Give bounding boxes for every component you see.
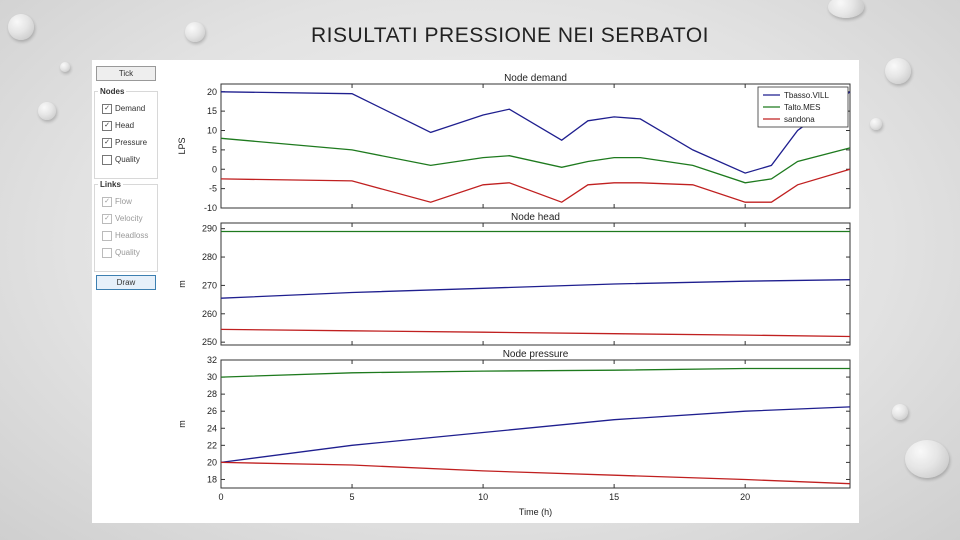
links-quality-checkbox[interactable]: Quality [102,248,140,258]
water-drop-decoration [828,0,864,18]
checkbox-checked-icon: ✓ [102,214,112,224]
y-tick-label: 26 [207,406,217,416]
y-tick-label: 280 [202,252,217,262]
links-group-label: Links [98,180,123,189]
series-line-3 [220,328,851,338]
charts-area: Node demand LPS -10 -5 0 5 10 15 20 Tbasso.VILL Ta… [177,73,851,517]
y-tick-label: 18 [207,474,217,484]
nodes-demand-checkbox[interactable]: ✓ Demand [102,104,145,114]
x-tick-label: 5 [350,492,355,502]
x-axis-label: Time (h) [519,507,552,517]
y-axis-label: LPS [177,137,187,154]
series-line-3 [220,461,851,485]
nodes-head-checkbox[interactable]: ✓ Head [102,121,134,131]
water-drop-decoration [8,14,34,40]
series-line-1 [220,91,851,174]
y-tick-label: 5 [212,145,217,155]
checkbox-checked-icon: ✓ [102,104,112,114]
series-line-1 [220,279,851,299]
draw-button[interactable]: Draw [96,275,156,290]
checkbox-checked-icon: ✓ [102,121,112,131]
legend-label: Tbasso.VILL [784,91,829,100]
y-tick-label: 250 [202,337,217,347]
legend-label: sandona [784,115,815,124]
nodes-pressure-checkbox[interactable]: ✓ Pressure [102,138,147,148]
y-tick-label: 22 [207,440,217,450]
tick-button[interactable]: Tick [96,66,156,81]
x-tick-label: 10 [478,492,488,502]
links-flow-checkbox[interactable]: ✓ Flow [102,197,132,207]
chart-1: Node demand LPS -10 -5 0 5 10 15 20 Tbasso.VILL Ta… [177,73,851,213]
y-tick-label: -10 [204,203,217,213]
water-drop-decoration [185,22,205,42]
y-tick-label: 20 [207,87,217,97]
chart-title: Node pressure [503,349,569,360]
water-drop-decoration [38,102,56,120]
series-line-2 [220,137,851,184]
chart-panel: Tick Nodes ✓ Demand ✓ Head ✓ Pressure Quali… [92,60,859,523]
y-tick-label: 0 [212,164,217,174]
x-tick-label: 15 [609,492,619,502]
checkbox-checked-icon: ✓ [102,138,112,148]
checkbox-empty-icon [102,248,112,258]
checkbox-empty-icon [102,231,112,241]
nodes-group-label: Nodes [98,87,127,96]
x-tick-label: 0 [218,492,223,502]
y-tick-label: 15 [207,106,217,116]
series-line-2 [220,367,850,378]
links-group [94,184,158,272]
nodes-quality-checkbox[interactable]: Quality [102,155,140,165]
y-tick-label: 260 [202,309,217,319]
y-tick-label: 32 [207,355,217,365]
y-tick-label: 24 [207,423,217,433]
water-drop-decoration [885,58,911,84]
series-line-3 [220,168,851,203]
chart-title: Node head [511,212,560,223]
links-velocity-checkbox[interactable]: ✓ Velocity [102,214,143,224]
plot-options-sidebar: Tick Nodes ✓ Demand ✓ Head ✓ Pressure Quali… [92,60,166,523]
checkbox-checked-icon: ✓ [102,197,112,207]
water-drop-decoration [870,118,882,130]
y-tick-label: 30 [207,372,217,382]
chart-2: Node head m 250 260 270 280 290 [177,212,851,347]
plot-frame [220,359,851,489]
slide-title: RISULTATI PRESSIONE NEI SERBATOI [311,24,709,47]
water-drop-decoration [60,62,70,72]
y-tick-label: 10 [207,126,217,136]
chart-3: Node pressure m 18 20 22 24 26 28 30 32 0 5 10 15 20 Ti… [177,349,851,517]
plot-frame [220,222,851,346]
plot-frame [220,83,851,209]
y-tick-label: -5 [209,184,217,194]
y-tick-label: 270 [202,280,217,290]
y-axis-label: m [177,280,187,288]
checkbox-empty-icon [102,155,112,165]
y-axis-label: m [177,420,187,428]
links-headloss-checkbox[interactable]: Headloss [102,231,148,241]
y-tick-label: 290 [202,224,217,234]
y-tick-label: 20 [207,457,217,467]
x-tick-label: 20 [740,492,750,502]
legend-label: Talto.MES [784,103,820,112]
y-tick-label: 28 [207,389,217,399]
water-drop-decoration [892,404,908,420]
chart-title: Node demand [504,73,567,84]
water-drop-decoration [905,440,949,478]
series-line-1 [220,406,851,464]
